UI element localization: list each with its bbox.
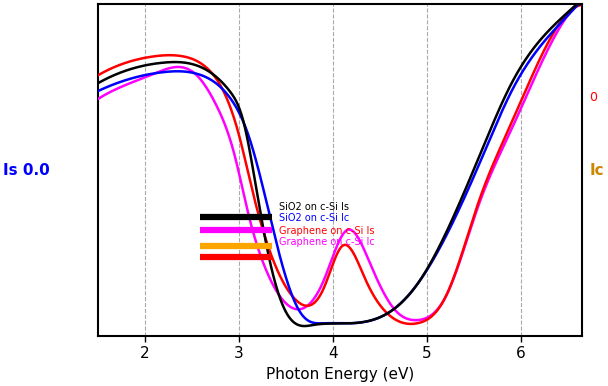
Text: Graphene on c-Si Is: Graphene on c-Si Is bbox=[278, 226, 374, 236]
Text: SiO2 on c-Si Is: SiO2 on c-Si Is bbox=[278, 202, 348, 212]
X-axis label: Photon Energy (eV): Photon Energy (eV) bbox=[266, 367, 414, 382]
Text: SiO2 on c-Si Ic: SiO2 on c-Si Ic bbox=[278, 213, 349, 223]
Text: Is 0.0: Is 0.0 bbox=[3, 163, 50, 178]
Text: 0: 0 bbox=[589, 91, 598, 103]
Text: Graphene on c-Si Ic: Graphene on c-Si Ic bbox=[278, 237, 375, 247]
Text: Ic: Ic bbox=[589, 163, 604, 178]
